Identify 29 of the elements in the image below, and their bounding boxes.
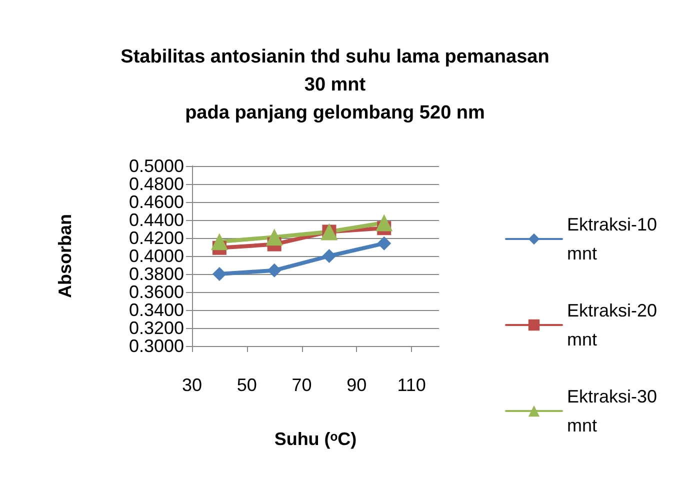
y-tick-label: 0.3800: [128, 264, 184, 284]
legend-label: Ektraksi-20 mnt: [567, 300, 662, 350]
y-tick-label: 0.4800: [128, 174, 184, 194]
y-tick-label: 0.5000: [128, 156, 184, 176]
legend-label: Ektraksi-10 mnt: [567, 214, 662, 264]
y-tick-label: 0.4600: [128, 192, 184, 212]
y-tick-label: 0.3400: [128, 300, 184, 320]
point: [212, 267, 226, 281]
y-tick-label: 0.4200: [128, 228, 184, 248]
y-tick-label: 0.3200: [128, 318, 184, 338]
y-tick-label: 0.3000: [128, 336, 184, 356]
chart-title: Stabilitas antosianin thd suhu lama pemanasan 30 mnt pada panjang gelombang 520 nm: [120, 46, 550, 124]
point: [377, 236, 392, 250]
y-tick-label: 0.4400: [128, 210, 184, 230]
legend-label: Ektraksi-30 mnt: [567, 386, 662, 436]
x-tick-label: 110: [397, 375, 426, 395]
y-axis-title: Absorban: [55, 214, 75, 298]
x-tick-label: 30: [182, 375, 202, 395]
x-tick-label: 90: [346, 375, 367, 395]
point: [266, 228, 283, 246]
y-tick-label: 0.3600: [128, 282, 184, 302]
point: [376, 214, 393, 232]
point: [322, 249, 336, 263]
x-tick-label: 70: [292, 375, 312, 395]
x-axis-title: Suhu (ᵒC): [274, 429, 357, 449]
y-tick-label: 0.4000: [128, 246, 184, 266]
x-tick-label: 50: [236, 375, 257, 395]
point: [267, 263, 282, 278]
point: [210, 233, 228, 250]
